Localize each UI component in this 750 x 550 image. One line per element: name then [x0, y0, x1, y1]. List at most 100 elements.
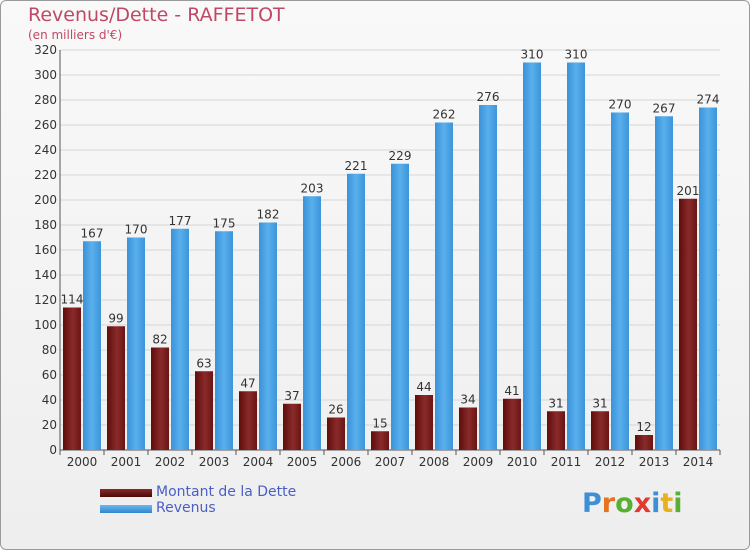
y-tick-label: 40 — [42, 393, 57, 407]
y-tick-label: 200 — [34, 193, 57, 207]
bar-dette — [283, 403, 301, 450]
data-label: 270 — [609, 98, 632, 112]
logo-letter: r — [601, 488, 616, 519]
bar-revenus — [303, 196, 321, 450]
x-tick-label: 2004 — [243, 455, 274, 469]
bar-dette — [151, 347, 169, 450]
y-tick-label: 140 — [34, 268, 57, 282]
legend-swatch-dette — [100, 489, 152, 497]
bar-revenus — [83, 241, 101, 450]
data-label: 114 — [61, 293, 84, 307]
bar-dette — [635, 435, 653, 450]
data-label: 34 — [460, 393, 475, 407]
y-tick-label: 220 — [34, 168, 57, 182]
bar-dette — [459, 407, 477, 450]
data-label: 274 — [697, 93, 720, 107]
data-label: 182 — [257, 208, 280, 222]
data-label: 99 — [108, 311, 123, 325]
x-tick-label: 2008 — [419, 455, 450, 469]
data-label: 310 — [565, 48, 588, 62]
bar-dette — [195, 371, 213, 450]
y-tick-label: 0 — [49, 443, 57, 457]
logo-letter: x — [633, 488, 652, 519]
x-tick-label: 2005 — [287, 455, 318, 469]
y-tick-label: 240 — [34, 143, 57, 157]
bar-dette — [679, 198, 697, 450]
x-tick-label: 2002 — [155, 455, 186, 469]
bar-revenus — [479, 105, 497, 450]
bar-revenus — [655, 116, 673, 450]
data-label: 26 — [328, 403, 343, 417]
legend-swatch-revenus — [100, 505, 152, 513]
x-tick-label: 2001 — [111, 455, 142, 469]
bar-dette — [63, 307, 81, 450]
bar-revenus — [435, 122, 453, 450]
x-tick-label: 2010 — [507, 455, 538, 469]
data-label: 63 — [196, 356, 211, 370]
bar-dette — [503, 398, 521, 450]
data-label: 15 — [372, 416, 387, 430]
logo-letter: P — [582, 488, 602, 519]
bar-dette — [591, 411, 609, 450]
x-tick-label: 2006 — [331, 455, 362, 469]
bar-revenus — [391, 163, 409, 450]
bar-revenus — [347, 173, 365, 450]
data-label: 167 — [81, 226, 104, 240]
logo-letter: i — [673, 488, 683, 519]
bar-dette — [239, 391, 257, 450]
chart-subtitle: (en milliers d'€) — [28, 28, 123, 42]
data-label: 175 — [213, 216, 236, 230]
bar-revenus — [523, 62, 541, 450]
data-label: 267 — [653, 101, 676, 115]
bar-dette — [371, 431, 389, 450]
x-tick-label: 2014 — [683, 455, 714, 469]
legend-label-dette: Montant de la Dette — [156, 484, 297, 500]
data-label: 12 — [636, 420, 651, 434]
data-label: 203 — [301, 181, 324, 195]
x-tick-label: 2013 — [639, 455, 670, 469]
bar-dette — [107, 326, 125, 450]
bar-revenus — [171, 228, 189, 450]
bar-dette — [547, 411, 565, 450]
chart-title: Revenus/Dette - RAFFETOT — [28, 4, 285, 26]
x-tick-label: 2011 — [551, 455, 582, 469]
y-tick-label: 300 — [34, 68, 57, 82]
y-tick-label: 60 — [42, 368, 57, 382]
data-label: 47 — [240, 376, 255, 390]
logo-letter: i — [651, 488, 661, 519]
data-label: 41 — [504, 384, 519, 398]
data-label: 262 — [433, 108, 456, 122]
legend-label-revenus: Revenus — [156, 500, 216, 516]
y-tick-label: 280 — [34, 93, 57, 107]
x-tick-label: 2000 — [67, 455, 98, 469]
x-tick-label: 2009 — [463, 455, 494, 469]
y-tick-label: 80 — [42, 343, 57, 357]
data-label: 82 — [152, 333, 167, 347]
bar-revenus — [127, 237, 145, 450]
bar-revenus — [699, 107, 717, 450]
data-label: 170 — [125, 223, 148, 237]
data-label: 31 — [592, 396, 607, 410]
y-tick-label: 160 — [34, 243, 57, 257]
x-tick-label: 2012 — [595, 455, 626, 469]
y-tick-label: 120 — [34, 293, 57, 307]
data-label: 177 — [169, 214, 192, 228]
y-tick-label: 320 — [34, 43, 57, 57]
logo-letter: t — [660, 488, 674, 519]
y-tick-label: 20 — [42, 418, 57, 432]
data-label: 276 — [477, 90, 500, 104]
bar-revenus — [567, 62, 585, 450]
bar-dette — [415, 395, 433, 450]
bar-revenus — [259, 222, 277, 450]
x-tick-label: 2007 — [375, 455, 406, 469]
bar-revenus — [611, 112, 629, 450]
data-label: 201 — [677, 184, 700, 198]
bar-dette — [327, 417, 345, 450]
y-tick-label: 180 — [34, 218, 57, 232]
proxiti-logo: Proxiti — [582, 488, 683, 519]
bar-revenus — [215, 231, 233, 450]
y-tick-label: 260 — [34, 118, 57, 132]
data-label: 44 — [416, 380, 431, 394]
data-label: 37 — [284, 389, 299, 403]
